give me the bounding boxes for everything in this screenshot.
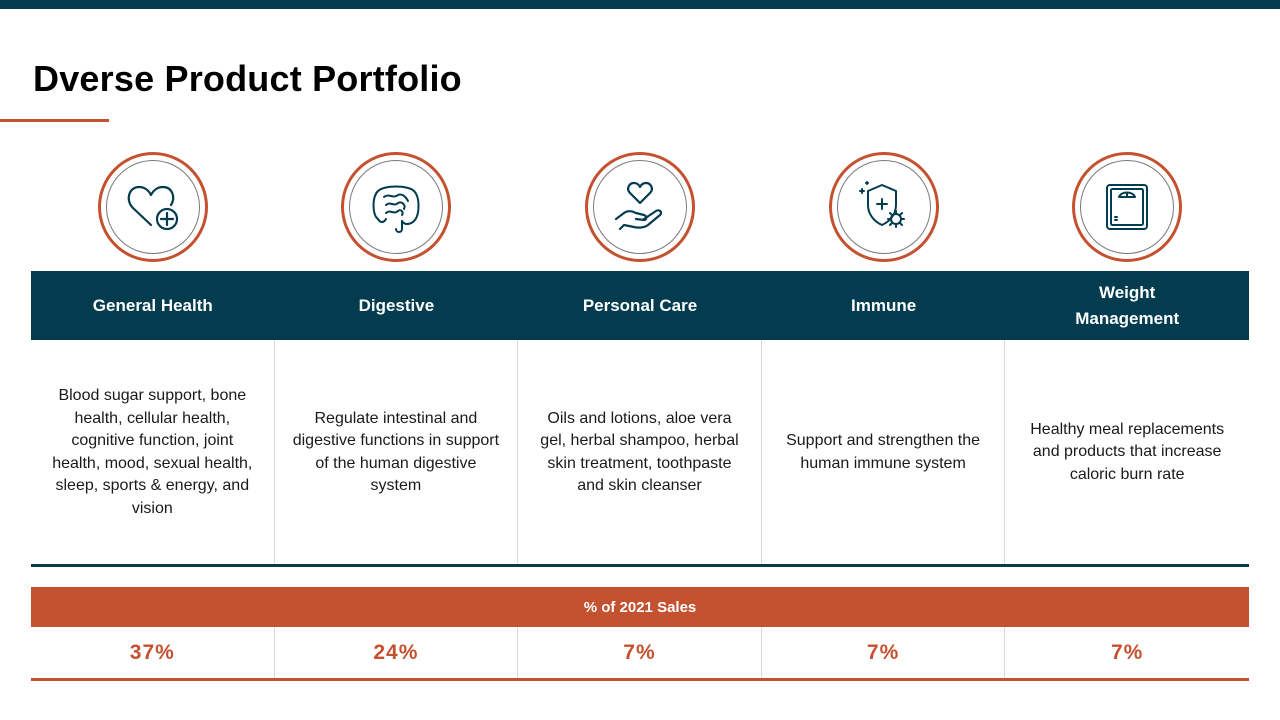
icon-ring xyxy=(1072,152,1183,262)
category-descriptions: Blood sugar support, bone health, cellul… xyxy=(31,340,1249,565)
sales-percent-row: 37% 24% 7% 7% 7% xyxy=(31,627,1249,679)
icon-cell-personal-care xyxy=(518,152,762,264)
heart-plus-icon xyxy=(105,160,200,254)
title-underline xyxy=(0,119,109,122)
percent-divider xyxy=(31,678,1249,681)
sales-percent: 7% xyxy=(1110,641,1144,664)
sales-label-bar: % of 2021 Sales xyxy=(31,587,1249,627)
intestine-icon xyxy=(349,160,444,254)
sales-percent: 24% xyxy=(275,627,519,679)
scale-icon xyxy=(1080,160,1175,254)
top-accent-bar xyxy=(0,0,1280,9)
category-description: Oils and lotions, aloe vera gel, herbal … xyxy=(518,340,762,565)
category-name: General Health xyxy=(92,295,213,315)
category-name: Digestive xyxy=(358,295,435,315)
icon-cell-digestive xyxy=(275,152,519,264)
page-title: Dverse Product Portfolio xyxy=(33,58,462,99)
shield-virus-icon xyxy=(836,160,931,254)
sales-percent: 7% xyxy=(518,627,762,679)
category-description: Healthy meal replacements and products t… xyxy=(1030,420,1225,483)
icon-ring xyxy=(97,152,208,262)
category-icons-row xyxy=(31,152,1249,264)
category-description: Blood sugar support, bone health, cellul… xyxy=(31,340,275,565)
icon-cell-immune xyxy=(762,152,1006,264)
icon-ring xyxy=(341,152,452,262)
sales-percent: 7% xyxy=(762,627,1006,679)
category-description: Support and strengthen the human immune … xyxy=(762,340,1006,565)
category-name-cell: Weight Management xyxy=(1005,271,1249,340)
icon-ring xyxy=(828,152,939,262)
icon-ring xyxy=(584,152,695,262)
category-name: Personal Care xyxy=(582,295,698,315)
category-name: Weight Management xyxy=(1075,282,1180,328)
hand-heart-icon xyxy=(592,160,687,254)
icon-cell-weight-management xyxy=(1005,152,1249,264)
description-divider xyxy=(31,564,1249,567)
category-name: Immune xyxy=(850,295,917,315)
sales-percent: 37% xyxy=(31,627,275,679)
category-header: General Health Digestive Personal Care I… xyxy=(31,271,1249,340)
icon-cell-general-health xyxy=(31,152,275,264)
category-description: Regulate intestinal and digestive functi… xyxy=(275,340,519,565)
